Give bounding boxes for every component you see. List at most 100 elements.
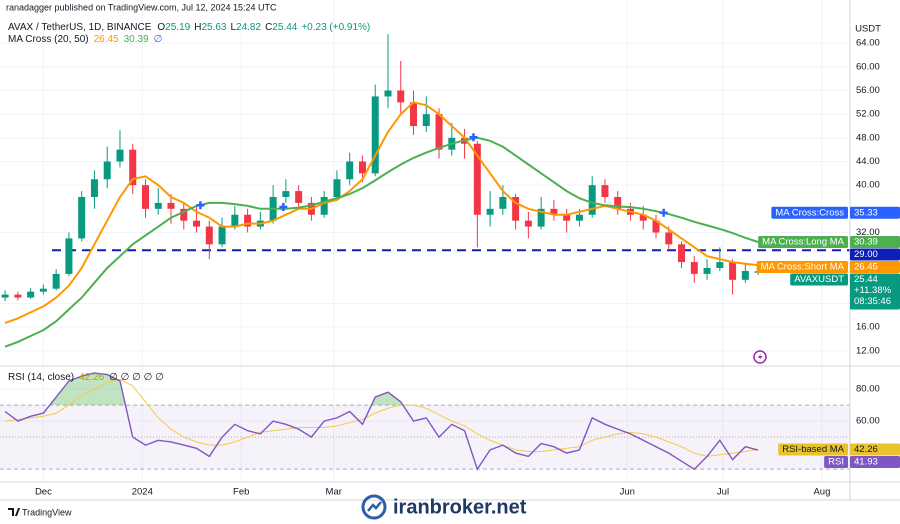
candle-body — [410, 102, 418, 127]
tag-name: MA Cross:Long MA — [762, 237, 844, 248]
candle-body — [486, 208, 494, 215]
y-tick-label: 56.00 — [856, 85, 880, 96]
price-tag — [850, 206, 900, 219]
ohlc-label: C — [265, 22, 272, 33]
candle-body — [435, 114, 443, 150]
tag-name-box — [790, 273, 848, 286]
price-tag-value: 30.39 — [854, 237, 878, 248]
price-tag — [850, 248, 900, 261]
price-tag — [850, 456, 900, 469]
tag-name-box — [756, 261, 848, 274]
candle-body — [129, 149, 137, 186]
tag-name: AVAXUSDT — [794, 274, 844, 285]
x-tick-label: Aug — [813, 487, 830, 498]
tradingview-logo — [8, 508, 20, 516]
price-tag-value: 29.00 — [854, 249, 878, 260]
candle-body — [614, 196, 622, 209]
candle-body — [218, 226, 226, 245]
x-tick-label: 2024 — [132, 487, 153, 498]
publisher: ranadagger published on TradingView.com,… — [6, 2, 277, 12]
candle-body — [716, 262, 724, 268]
indicator-legend: MA Cross (20, 50) 26.45 30.39 ∅ — [8, 34, 162, 45]
candle-body — [167, 202, 175, 209]
tag-name-box — [771, 206, 848, 219]
candle-body — [678, 244, 686, 263]
price-tag-value: 25.44 — [854, 274, 878, 285]
rsi-ma-value: 42.26 — [79, 372, 104, 383]
candle-body — [397, 90, 405, 103]
candle-body — [601, 185, 609, 197]
price-tag-value: 42.26 — [854, 444, 878, 455]
plot-area — [0, 34, 850, 471]
candle-body — [231, 214, 239, 227]
y-tick-label: 16.00 — [856, 322, 880, 333]
open-value: 25.19 — [165, 22, 190, 33]
candle-body — [103, 161, 111, 180]
candle-body — [90, 179, 98, 197]
candle-body — [371, 96, 379, 174]
cross-marker — [196, 201, 205, 210]
candle-body — [141, 185, 149, 209]
change-value: +0.23 (+0.91%) — [301, 22, 370, 33]
x-tick-label: Mar — [326, 487, 342, 498]
x-tick-label: Dec — [35, 487, 52, 498]
price-tags: 35.33 MA Cross:Cross 30.39 MA Cross:Long MA… — [756, 206, 900, 469]
symbol-title: AVAX / TetherUS, 1D, BINANCE — [8, 22, 152, 33]
brand: TradingView — [22, 507, 72, 517]
candle-body — [652, 220, 660, 233]
y-tick-label: 52.00 — [856, 109, 880, 120]
candle-body — [575, 214, 583, 221]
rsi-line — [4, 372, 759, 471]
candle-body — [588, 185, 596, 215]
candle-body — [473, 143, 481, 215]
watermark: iranbroker.net — [393, 496, 527, 518]
candle-body — [39, 288, 47, 292]
candle-body — [563, 214, 571, 221]
close-value: 25.44 — [272, 22, 297, 33]
candle-body — [665, 232, 673, 245]
alert-icon — [753, 350, 767, 364]
candle-body — [499, 196, 507, 209]
price-tag — [850, 261, 900, 274]
candle-body — [524, 220, 532, 227]
candle-body — [358, 161, 366, 174]
tag-name-box — [824, 456, 848, 469]
candle-body — [346, 161, 354, 180]
y-tick-label: 60.00 — [856, 416, 880, 427]
price-tag — [850, 273, 900, 310]
rsi-overbought-fill — [5, 373, 759, 406]
candle-body — [703, 267, 711, 274]
candle-body — [741, 270, 749, 280]
cross-marker — [469, 133, 478, 142]
ohlc-label: O — [157, 22, 165, 33]
candle-body — [14, 294, 22, 298]
candle-body — [65, 238, 73, 274]
price-tag — [850, 236, 900, 249]
candle-body — [1, 294, 9, 298]
x-tick-label: Jul — [717, 487, 729, 498]
candle-body — [116, 149, 124, 162]
tag-name: RSI-based MA — [782, 444, 844, 455]
indicator-title: MA Cross (20, 50) — [8, 34, 89, 45]
ma-line — [4, 136, 759, 348]
low-value: 24.82 — [236, 22, 261, 33]
candle-body — [205, 226, 213, 245]
cross-marker — [659, 208, 668, 217]
candle-body — [690, 262, 698, 274]
short-ma-value: 26.45 — [94, 34, 119, 45]
candle-body — [639, 214, 647, 221]
y-tick-label: 80.00 — [856, 384, 880, 395]
cross-value: ∅ — [154, 34, 163, 45]
price-tag-value: 41.93 — [854, 457, 878, 468]
tag-name-box — [758, 236, 848, 249]
candle-body — [333, 179, 341, 197]
tag-name: MA Cross:Cross — [775, 207, 844, 218]
price-tag — [850, 443, 900, 456]
rsi-legend: RSI (14, close) 42.26 ∅ ∅ ∅ ∅ ∅ — [8, 372, 164, 383]
ohlc-label: H — [194, 22, 201, 33]
candle-body — [295, 191, 303, 203]
y-tick-label: 40.00 — [856, 180, 880, 191]
price-tag-extra: +11.38% — [854, 285, 892, 296]
candle-body — [537, 208, 545, 227]
